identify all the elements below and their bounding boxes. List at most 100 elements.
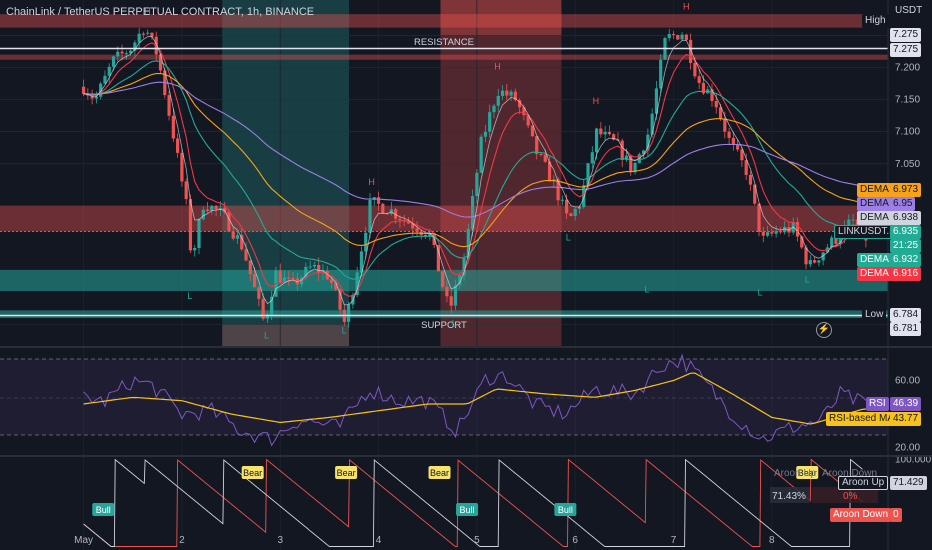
signal-badge [456,503,479,516]
candle-body [265,314,269,319]
candle [761,226,765,243]
candle-body [398,218,402,221]
candle-body [646,134,650,151]
candle-body [599,128,603,135]
candle-body [834,237,838,244]
candle [193,244,197,257]
time-axis: May 2 3 4 5 6 7 8 [74,535,775,546]
candle-body [577,206,582,209]
signal-text: Bull [460,505,475,515]
last-price: 6.935 [890,225,922,239]
candle-body [693,62,697,77]
candle-body [718,107,723,119]
candle-body [124,53,128,55]
candle-body [847,219,851,227]
candle-body [496,95,500,106]
pivot-marker-l: L [758,288,763,298]
candle [633,161,637,175]
candle [676,34,680,41]
candle-body [291,278,295,280]
candle [612,132,616,141]
candle-body [475,172,479,197]
rsi-ma-value: 43.77 [890,412,922,426]
time-tick-label: May [74,535,93,546]
lightning-icon[interactable]: ⚡ [816,322,832,338]
candle-body [488,112,492,132]
candle [231,226,235,241]
candle [278,263,282,284]
candle [449,289,453,314]
candle-body [180,152,184,182]
aroon-signals: Bear Bear Bear Bear Bull Bull Bull [92,466,819,516]
candle-body [765,232,770,236]
candle [496,88,500,112]
candle-body [612,134,616,140]
aroon-signal-bear: Bear [335,466,358,479]
candle-body [650,113,654,135]
candle-body [851,219,855,221]
candle [821,251,825,266]
candle-body [176,138,180,153]
candle-body [282,277,287,283]
candle-body [821,252,825,261]
candle-body [334,282,338,290]
dema-value-5: 6.916 [890,267,922,281]
signal-badge [554,503,577,516]
dema-line-white [83,36,867,306]
candle-body [783,226,787,233]
candle [265,313,269,324]
candle-body [667,34,671,39]
candle [573,207,577,221]
candle-body [137,33,141,43]
rsi-tick-label: 20.00 [895,443,920,454]
candle [603,125,607,140]
candle-body [364,232,368,252]
candle-body [287,277,291,279]
candle [176,133,180,158]
candle [287,270,291,286]
candle [795,217,800,242]
candle [197,218,201,255]
candle [81,79,86,97]
price-tick-label: 7.200 [895,62,920,73]
candle-body [201,209,205,220]
candle-body [299,278,304,285]
candle-body [394,209,398,219]
candle-body [565,199,569,214]
candle [539,152,543,157]
candle [569,212,573,217]
candle [466,224,470,264]
zone-resistance-1 [0,54,888,60]
symbol-tag: LINKUSDT.P [834,225,900,239]
candle [376,191,381,211]
candle-body [458,275,462,285]
time-tick-label: 2 [179,535,185,546]
candle [509,89,513,101]
candle [158,53,163,74]
candle-body [530,125,535,137]
candle-body [261,298,265,319]
aroon-overlay-up-box [770,487,810,503]
high-label: High [862,14,889,28]
dema-value-1: 6.973 [890,183,922,197]
candle [483,124,488,143]
high-value-2: 7.275 [890,43,922,57]
candle-body [445,286,449,297]
candle-body [731,137,735,145]
candle-body [812,260,817,263]
candle-body [214,205,218,210]
signal-text: Bear [337,468,356,478]
candle [372,197,376,206]
candle-body [774,231,778,234]
candle-body [830,237,834,248]
candle-body [317,264,321,274]
candle [167,90,171,121]
candle-body [680,34,684,40]
candle [817,260,821,267]
candle-body [689,39,693,63]
resistance-label: RESISTANCE [414,37,474,48]
candle-body [808,260,812,265]
pivot-markers: H H H H H L L L L L L L L [144,2,810,341]
candle-body [329,279,334,283]
symbol-title[interactable]: ChainLink / TetherUS PERPETUAL CONTRACT,… [6,6,315,18]
